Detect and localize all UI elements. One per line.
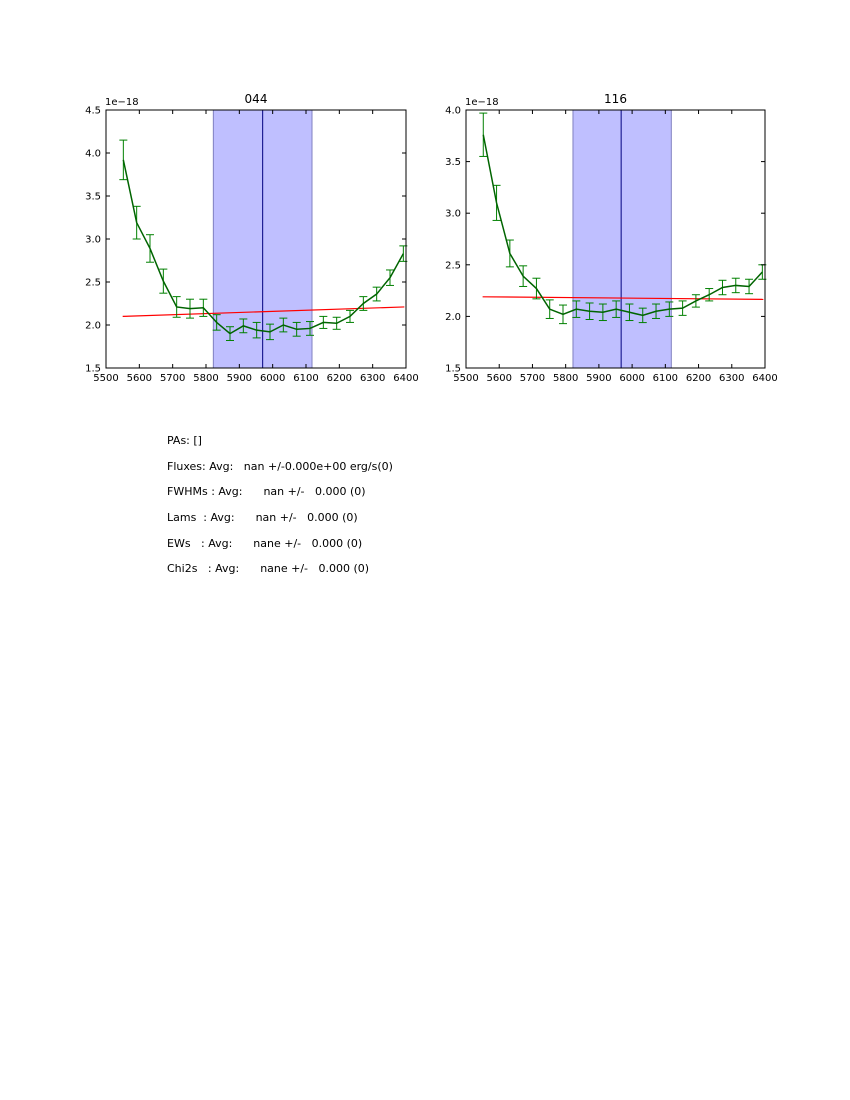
y-tick-label: 3.0	[445, 209, 461, 220]
stats-fluxes: Fluxes: Avg: nan +/-0.000e+00 erg/s(0)	[167, 459, 393, 473]
figure: 5500 5600 5700 5800 5900 6000 6100 6200 6300 6400…	[85, 92, 778, 384]
y-tick-label: 3.0	[85, 235, 101, 246]
y-tick-label: 1.5	[85, 364, 101, 375]
y-offset-label: 1e−18	[465, 97, 499, 108]
x-tick-label: 5600	[127, 373, 152, 384]
stats-lams: Lams : Avg: nan +/- 0.000 (0)	[167, 511, 358, 525]
stats-fwhms: FWHMs : Avg: nan +/- 0.000 (0)	[167, 485, 366, 499]
fit-line	[482, 296, 764, 300]
x-tick-label: 6000	[260, 373, 285, 384]
y-tick-label: 1.5	[445, 364, 461, 375]
x-tick-label: 5600	[486, 373, 511, 384]
y-tick-label: 4.0	[85, 149, 101, 160]
y-tick-label: 4.5	[85, 106, 101, 117]
y-tick-label: 2.0	[85, 321, 101, 332]
x-tick-label: 6400	[393, 373, 418, 384]
stats-ews: EWs : Avg: nane +/- 0.000 (0)	[167, 536, 363, 550]
y-tick-label: 2.5	[445, 260, 461, 271]
y-tick-label: 3.5	[85, 192, 101, 203]
x-tick-label: 5500	[453, 373, 478, 384]
y-tick-label: 2.5	[85, 278, 101, 289]
y-tick-label: 4.0	[445, 106, 461, 117]
x-tick-label: 6200	[327, 373, 352, 384]
x-tick-label: 5700	[160, 373, 185, 384]
x-tick-label: 6000	[619, 373, 644, 384]
y-offset-label: 1e−18	[105, 97, 139, 108]
x-tick-label: 5900	[227, 373, 252, 384]
chart-panel-044: 5500 5600 5700 5800 5900 6000 6100 6200 6300 6400…	[85, 92, 419, 384]
plot-frame	[465, 109, 766, 369]
x-tick-label: 6400	[752, 373, 777, 384]
x-tick-label: 5800	[193, 373, 218, 384]
stats-pas: PAs: []	[167, 434, 202, 447]
stats-block: PAs: [] Fluxes: Avg: nan +/-0.000e+00 er…	[167, 435, 393, 589]
data-line	[482, 134, 763, 317]
x-tick-label: 6300	[360, 373, 385, 384]
x-tick-label: 6100	[653, 373, 678, 384]
x-tick-label: 6200	[686, 373, 711, 384]
x-tick-label: 6100	[293, 373, 318, 384]
stats-chi2s: Chi2s : Avg: nane +/- 0.000 (0)	[167, 562, 370, 576]
x-tick-label: 5500	[93, 373, 118, 384]
data-line	[122, 159, 404, 335]
chart-panel-116: 5500 5600 5700 5800 5900 6000 6100 6200 6300 6400…	[445, 92, 778, 384]
y-tick-label: 2.0	[445, 312, 461, 323]
y-tick-label: 3.5	[445, 157, 461, 168]
chart-title: 044	[245, 92, 268, 106]
shaded-band	[572, 109, 672, 369]
chart-title: 116	[604, 92, 627, 106]
x-tick-label: 5800	[553, 373, 578, 384]
x-tick-label: 5900	[586, 373, 611, 384]
x-tick-label: 6300	[719, 373, 744, 384]
x-tick-label: 5700	[520, 373, 545, 384]
